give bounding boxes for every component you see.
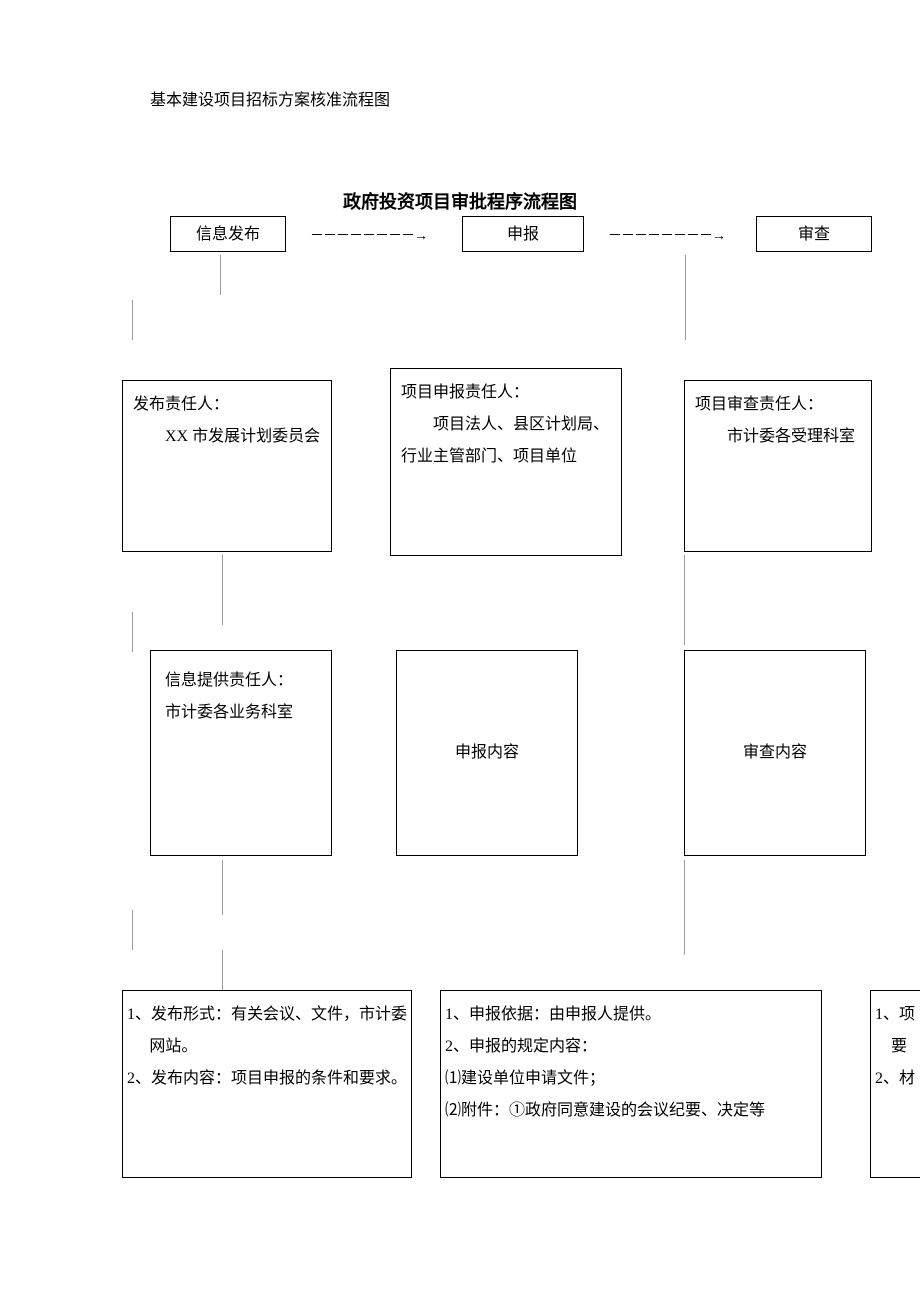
review-resp-line2: 市计委各受理科室	[695, 421, 861, 453]
node-info-provider: 信息提供责任人： 市计委各业务科室	[150, 650, 332, 856]
vline-1b	[132, 300, 133, 340]
vline-3a	[222, 555, 223, 625]
main-title: 政府投资项目审批程序流程图	[0, 188, 920, 214]
apply-content-label: 申报内容	[455, 737, 519, 769]
apply-resp-line2: 项目法人、县区计划局、行业主管部门、项目单位	[401, 409, 611, 473]
review-details-line1: 1、项	[875, 999, 920, 1031]
vline-1a	[220, 255, 221, 295]
vline-3b	[132, 612, 133, 652]
node-apply-details: 1、申报依据：由申报人提供。 2、申报的规定内容： ⑴建设单位申请文件； ⑵附件…	[440, 990, 822, 1178]
node-info-publish: 信息发布	[170, 216, 286, 252]
node-apply: 申报	[462, 216, 584, 252]
arrow-2: －－－－－－－－→	[608, 225, 725, 245]
vline-5a	[222, 860, 223, 915]
page-header-title: 基本建设项目招标方案核准流程图	[150, 86, 390, 110]
node-review-details-partial: 1、项 要 2、材	[870, 990, 920, 1178]
vline-4a	[684, 555, 685, 645]
publish-details-text: 1、发布形式：有关会议、文件，市计委网站。2、发布内容：项目申报的条件和要求。	[127, 999, 407, 1095]
apply-details-line1: 1、申报依据：由申报人提供。	[445, 999, 817, 1031]
vline-6a	[684, 860, 685, 955]
node-review-content: 审查内容	[684, 650, 866, 856]
info-provider-line2: 市计委各业务科室	[165, 697, 317, 729]
apply-resp-line1: 项目申报责任人：	[401, 377, 611, 409]
node-publish-details: 1、发布形式：有关会议、文件，市计委网站。2、发布内容：项目申报的条件和要求。	[122, 990, 412, 1178]
apply-details-line3: ⑴建设单位申请文件；	[445, 1063, 817, 1095]
vline-5c	[222, 950, 223, 990]
node-review-responsible: 项目审查责任人： 市计委各受理科室	[684, 380, 872, 552]
info-provider-line1: 信息提供责任人：	[165, 665, 317, 697]
vline-5b	[132, 910, 133, 950]
arrow-1: －－－－－－－－→	[310, 225, 427, 245]
review-content-label: 审查内容	[743, 737, 807, 769]
apply-details-line4: ⑵附件：①政府同意建设的会议纪要、决定等	[445, 1095, 817, 1127]
node-apply-responsible: 项目申报责任人： 项目法人、县区计划局、行业主管部门、项目单位	[390, 368, 622, 556]
review-details-line3: 2、材	[875, 1063, 920, 1095]
review-resp-line1: 项目审查责任人：	[695, 389, 861, 421]
node-review: 审查	[756, 216, 872, 252]
node-apply-content: 申报内容	[396, 650, 578, 856]
publish-resp-line1: 发布责任人：	[133, 389, 321, 421]
publish-resp-line2: XX 市发展计划委员会	[133, 421, 321, 453]
review-details-line2: 要	[875, 1031, 920, 1063]
apply-details-line2: 2、申报的规定内容：	[445, 1031, 817, 1063]
node-publish-responsible: 发布责任人： XX 市发展计划委员会	[122, 380, 332, 552]
vline-2a	[685, 255, 686, 340]
